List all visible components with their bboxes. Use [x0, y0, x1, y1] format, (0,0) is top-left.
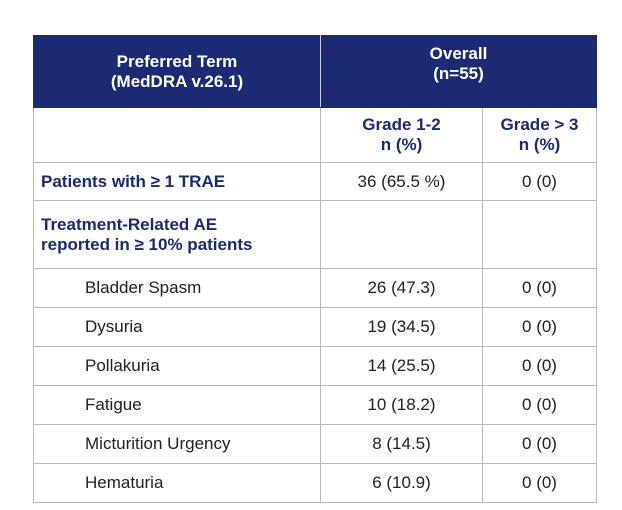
cell: 0 (0) — [482, 385, 597, 425]
subheader-text: Grade 1-2 — [362, 115, 441, 134]
ae-table: Preferred Term (MedDRA v.26.1) Overall (n=… — [33, 35, 597, 503]
ae-row: Fatigue 10 (18.2) 0 (0) — [33, 385, 597, 425]
cell: Bladder Spasm — [33, 268, 321, 308]
cell: Pollakuria — [33, 346, 321, 386]
subheader-text: Grade > 3 — [500, 115, 579, 134]
cell: Patients with ≥ 1 TRAE — [33, 162, 321, 201]
cell: 0 (0) — [482, 463, 597, 503]
subheader-text: n (%) — [518, 135, 561, 154]
cell: Fatigue — [33, 385, 321, 425]
cell: 0 (0) — [482, 346, 597, 386]
cell: 36 (65.5 %) — [320, 162, 483, 201]
cell: 6 (10.9) — [320, 463, 483, 503]
overall-header: Overall (n=55) — [320, 35, 597, 108]
ae-row: Dysuria 19 (34.5) 0 (0) — [33, 307, 597, 347]
summary-row: Patients with ≥ 1 TRAE 36 (65.5 %) 0 (0) — [33, 162, 597, 201]
cell: Micturition Urgency — [33, 424, 321, 464]
cell: 8 (14.5) — [320, 424, 483, 464]
cell: Dysuria — [33, 307, 321, 347]
cell: 14 (25.5) — [320, 346, 483, 386]
ae-row: Hematuria 6 (10.9) 0 (0) — [33, 463, 597, 503]
term-header: Preferred Term (MedDRA v.26.1) — [33, 35, 321, 108]
cell — [320, 200, 483, 269]
cell — [482, 200, 597, 269]
header-text: Preferred Term — [116, 51, 238, 71]
cell: 10 (18.2) — [320, 385, 483, 425]
header-text: (n=55) — [433, 64, 484, 83]
cell: 0 (0) — [482, 268, 597, 308]
cell: 0 (0) — [482, 162, 597, 201]
cell: 0 (0) — [482, 424, 597, 464]
header-row: Preferred Term (MedDRA v.26.1) Overall (n=… — [33, 35, 597, 108]
cell: Grade 1-2 n (%) — [320, 107, 483, 163]
cell: 0 (0) — [482, 307, 597, 347]
cell — [33, 107, 321, 163]
ae-row: Pollakuria 14 (25.5) 0 (0) — [33, 346, 597, 386]
ae-row: Bladder Spasm 26 (47.3) 0 (0) — [33, 268, 597, 308]
section-text: Treatment-Related AE — [41, 214, 218, 234]
subheader-text: n (%) — [380, 135, 423, 154]
cell: Hematuria — [33, 463, 321, 503]
header-text: (MedDRA v.26.1) — [110, 71, 244, 91]
cell: 26 (47.3) — [320, 268, 483, 308]
cell: 19 (34.5) — [320, 307, 483, 347]
cell: Treatment-Related AE reported in ≥ 10% pa… — [33, 200, 321, 269]
ae-row: Micturition Urgency 8 (14.5) 0 (0) — [33, 424, 597, 464]
table-body: Bladder Spasm 26 (47.3) 0 (0) Dysuria 19 (34… — [33, 268, 597, 503]
section-text: reported in ≥ 10% patients — [41, 234, 253, 254]
header-text: Overall — [429, 44, 488, 63]
section-row: Treatment-Related AE reported in ≥ 10% pa… — [33, 200, 597, 269]
